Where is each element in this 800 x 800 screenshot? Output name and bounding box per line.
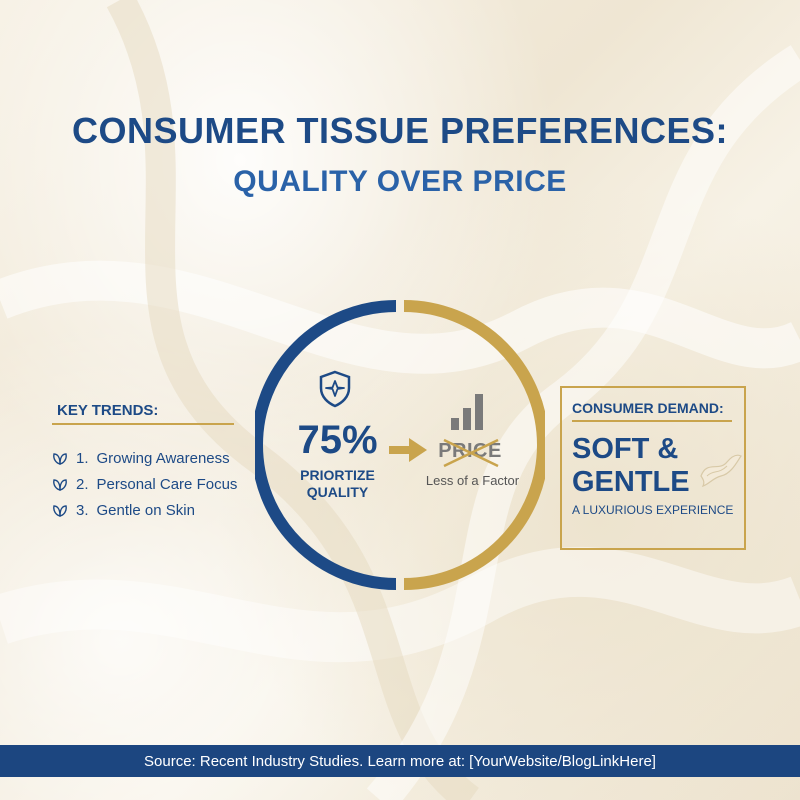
trend-number: 2.: [76, 475, 89, 493]
quality-percent: 75%: [297, 418, 378, 462]
arrow-right-icon: [389, 438, 427, 462]
shield-star-icon: [319, 370, 351, 408]
footer-bar: Source: Recent Industry Studies. Learn m…: [0, 745, 800, 777]
key-trends-divider: [52, 423, 234, 425]
consumer-demand-box: CONSUMER DEMAND: SOFT & GENTLE A LUXURIO…: [560, 386, 746, 550]
trend-item: 1. Growing Awareness: [52, 447, 230, 469]
trend-label: Personal Care Focus: [96, 475, 238, 493]
title-line-2: QUALITY OVER PRICE: [233, 165, 567, 198]
trend-item: 2. Personal Care Focus: [52, 473, 237, 495]
trend-label: Growing Awareness: [96, 449, 230, 467]
bar-chart-icon: [448, 390, 493, 430]
tissue-swirl-icon: [700, 454, 742, 488]
title-line-1: CONSUMER TISSUE PREFERENCES:: [71, 110, 729, 151]
trend-number: 3.: [76, 501, 89, 519]
demand-divider: [572, 420, 732, 422]
leaf-icon: [53, 453, 67, 465]
leaf-icon: [53, 479, 67, 491]
trend-item: 3. Gentle on Skin: [52, 499, 195, 521]
trend-number: 1.: [76, 449, 89, 467]
ring-price-half: [403, 300, 545, 590]
trend-label: Gentle on Skin: [96, 501, 195, 519]
price-note: Less of a Factor: [425, 473, 520, 488]
quality-price-ring: [255, 300, 545, 590]
demand-subtitle: A LUXURIOUS EXPERIENCE: [572, 503, 734, 517]
ring-quality-half: [255, 300, 397, 590]
key-trends-heading: KEY TRENDS:: [57, 402, 159, 419]
price-cross-out: [443, 438, 499, 468]
quality-percent-label: PRIORTIZE QUALITY: [300, 467, 375, 500]
demand-heading: CONSUMER DEMAND:: [572, 400, 724, 416]
leaf-icon: [53, 505, 67, 517]
footer-source-text: Source: Recent Industry Studies. Learn m…: [144, 752, 656, 770]
demand-headline: SOFT & GENTLE: [572, 433, 690, 498]
